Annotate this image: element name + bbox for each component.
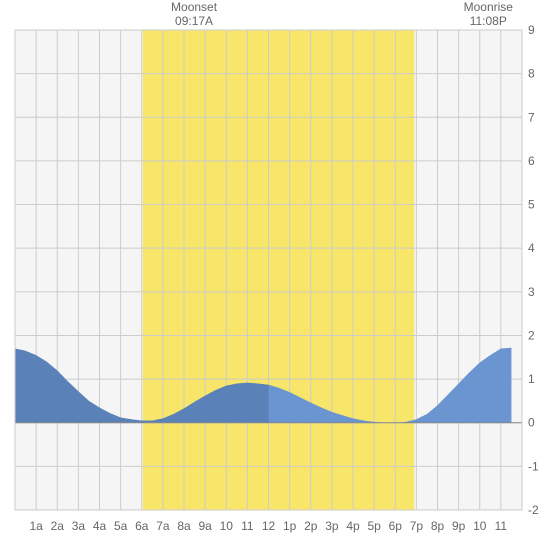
y-tick-label: -2 xyxy=(528,503,539,517)
y-tick-label: 2 xyxy=(528,328,535,342)
x-tick-label: 9p xyxy=(452,519,466,533)
moonrise-header: Moonrise 11:08P xyxy=(464,0,513,29)
x-tick-label: 11 xyxy=(495,519,508,533)
tide-chart: Moonset 09:17A Moonrise 11:08P -2-101234… xyxy=(0,0,550,550)
x-tick-label: 1a xyxy=(29,519,43,533)
y-tick-label: 4 xyxy=(528,241,535,255)
x-tick-label: 10 xyxy=(220,519,234,533)
x-tick-label: 11 xyxy=(241,519,254,533)
y-tick-label: 9 xyxy=(528,23,535,37)
y-tick-label: -1 xyxy=(528,459,539,473)
moonrise-time: 11:08P xyxy=(464,14,513,28)
x-tick-label: 9a xyxy=(198,519,212,533)
x-tick-label: 2a xyxy=(51,519,65,533)
x-tick-label: 1p xyxy=(283,519,297,533)
moonset-label: Moonset xyxy=(171,0,217,14)
x-tick-label: 3p xyxy=(325,519,339,533)
x-tick-label: 6a xyxy=(135,519,149,533)
y-tick-label: 6 xyxy=(528,154,535,168)
x-tick-label: 2p xyxy=(304,519,318,533)
x-tick-label: 6p xyxy=(389,519,403,533)
x-tick-label: 10 xyxy=(473,519,487,533)
y-tick-label: 1 xyxy=(528,372,535,386)
x-tick-label: 4p xyxy=(346,519,360,533)
x-tick-label: 7a xyxy=(156,519,170,533)
x-tick-label: 12 xyxy=(262,519,276,533)
y-tick-label: 8 xyxy=(528,67,535,81)
moonset-header: Moonset 09:17A xyxy=(171,0,217,29)
x-tick-label: 7p xyxy=(410,519,424,533)
chart-svg: -2-101234567891a2a3a4a5a6a7a8a9a1011121p… xyxy=(0,0,550,550)
moonrise-label: Moonrise xyxy=(464,0,513,14)
x-tick-label: 3a xyxy=(72,519,86,533)
x-tick-label: 8p xyxy=(431,519,445,533)
x-tick-label: 5p xyxy=(367,519,381,533)
moonset-time: 09:17A xyxy=(171,14,217,28)
y-tick-label: 7 xyxy=(528,110,535,124)
x-tick-label: 5a xyxy=(114,519,128,533)
y-tick-label: 0 xyxy=(528,416,535,430)
y-tick-label: 5 xyxy=(528,198,535,212)
x-tick-label: 8a xyxy=(177,519,191,533)
x-tick-label: 4a xyxy=(93,519,107,533)
y-tick-label: 3 xyxy=(528,285,535,299)
